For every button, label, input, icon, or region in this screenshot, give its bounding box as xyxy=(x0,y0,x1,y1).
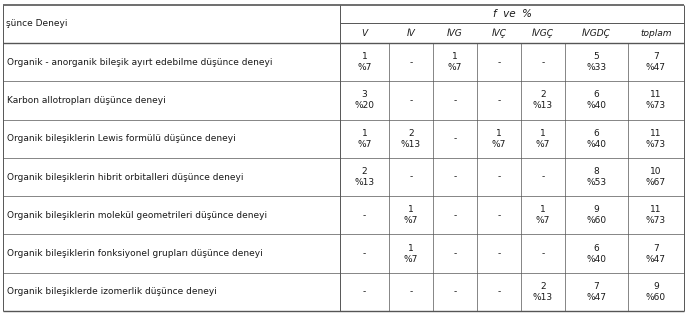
Text: 2
%13: 2 %13 xyxy=(401,129,421,149)
Text: -: - xyxy=(541,58,544,67)
Text: -: - xyxy=(497,211,501,220)
Text: Organik - anorganik bileşik ayırt edebilme düşünce deneyi: Organik - anorganik bileşik ayırt edebil… xyxy=(7,58,273,67)
Text: İV: İV xyxy=(407,28,416,38)
Text: 11
%73: 11 %73 xyxy=(646,129,666,149)
Text: 7
%47: 7 %47 xyxy=(586,282,607,302)
Text: -: - xyxy=(363,287,366,296)
Text: 1
%7: 1 %7 xyxy=(357,129,372,149)
Text: V: V xyxy=(361,28,368,38)
Text: -: - xyxy=(363,211,366,220)
Text: -: - xyxy=(497,287,501,296)
Text: 2
%13: 2 %13 xyxy=(532,282,553,302)
Text: 2
%13: 2 %13 xyxy=(532,90,553,111)
Text: 10
%67: 10 %67 xyxy=(646,167,666,187)
Text: -: - xyxy=(409,287,413,296)
Text: 11
%73: 11 %73 xyxy=(646,90,666,111)
Text: -: - xyxy=(453,96,457,105)
Text: 7
%47: 7 %47 xyxy=(646,244,666,264)
Text: -: - xyxy=(453,211,457,220)
Text: -: - xyxy=(363,249,366,258)
Text: -: - xyxy=(453,173,457,181)
Text: 5
%33: 5 %33 xyxy=(586,52,607,72)
Text: -: - xyxy=(497,58,501,67)
Text: -: - xyxy=(409,96,413,105)
Text: İVÇ: İVÇ xyxy=(491,28,506,38)
Text: 1
%7: 1 %7 xyxy=(536,205,550,225)
Text: 2
%13: 2 %13 xyxy=(354,167,374,187)
Text: Karbon allotropları düşünce deneyi: Karbon allotropları düşünce deneyi xyxy=(7,96,166,105)
Text: 6
%40: 6 %40 xyxy=(586,129,607,149)
Text: 8
%53: 8 %53 xyxy=(586,167,607,187)
Text: -: - xyxy=(409,58,413,67)
Text: 7
%47: 7 %47 xyxy=(646,52,666,72)
Text: 1
%7: 1 %7 xyxy=(536,129,550,149)
Text: Organik bileşiklerde izomerlik düşünce deneyi: Organik bileşiklerde izomerlik düşünce d… xyxy=(7,287,217,296)
Text: 1
%7: 1 %7 xyxy=(404,205,418,225)
Text: -: - xyxy=(409,173,413,181)
Text: -: - xyxy=(497,173,501,181)
Text: 1
%7: 1 %7 xyxy=(492,129,506,149)
Text: İVG: İVG xyxy=(447,28,463,38)
Text: 11
%73: 11 %73 xyxy=(646,205,666,225)
Text: 9
%60: 9 %60 xyxy=(586,205,607,225)
Text: İVGÇ: İVGÇ xyxy=(532,28,554,38)
Text: Organik bileşiklerin molekül geometrileri düşünce deneyi: Organik bileşiklerin molekül geometriler… xyxy=(7,211,267,220)
Text: Organik bileşiklerin fonksiyonel grupları düşünce deneyi: Organik bileşiklerin fonksiyonel gruplar… xyxy=(7,249,262,258)
Text: toplam: toplam xyxy=(640,28,672,38)
Text: İVGDÇ: İVGDÇ xyxy=(582,28,611,38)
Text: -: - xyxy=(453,249,457,258)
Text: 1
%7: 1 %7 xyxy=(448,52,462,72)
Text: şünce Deneyi: şünce Deneyi xyxy=(6,20,67,28)
Text: -: - xyxy=(497,96,501,105)
Text: 1
%7: 1 %7 xyxy=(404,244,418,264)
Text: -: - xyxy=(453,134,457,143)
Text: 1
%7: 1 %7 xyxy=(357,52,372,72)
Text: -: - xyxy=(541,249,544,258)
Text: -: - xyxy=(541,173,544,181)
Text: f  ve  %: f ve % xyxy=(493,9,532,19)
Text: 6
%40: 6 %40 xyxy=(586,244,607,264)
Text: 9
%60: 9 %60 xyxy=(646,282,666,302)
Text: -: - xyxy=(497,249,501,258)
Text: 6
%40: 6 %40 xyxy=(586,90,607,111)
Text: 3
%20: 3 %20 xyxy=(354,90,374,111)
Text: Organik bileşiklerin Lewis formülü düşünce deneyi: Organik bileşiklerin Lewis formülü düşün… xyxy=(7,134,236,143)
Text: -: - xyxy=(453,287,457,296)
Text: Organik bileşiklerin hibrit orbitalleri düşünce deneyi: Organik bileşiklerin hibrit orbitalleri … xyxy=(7,173,243,181)
